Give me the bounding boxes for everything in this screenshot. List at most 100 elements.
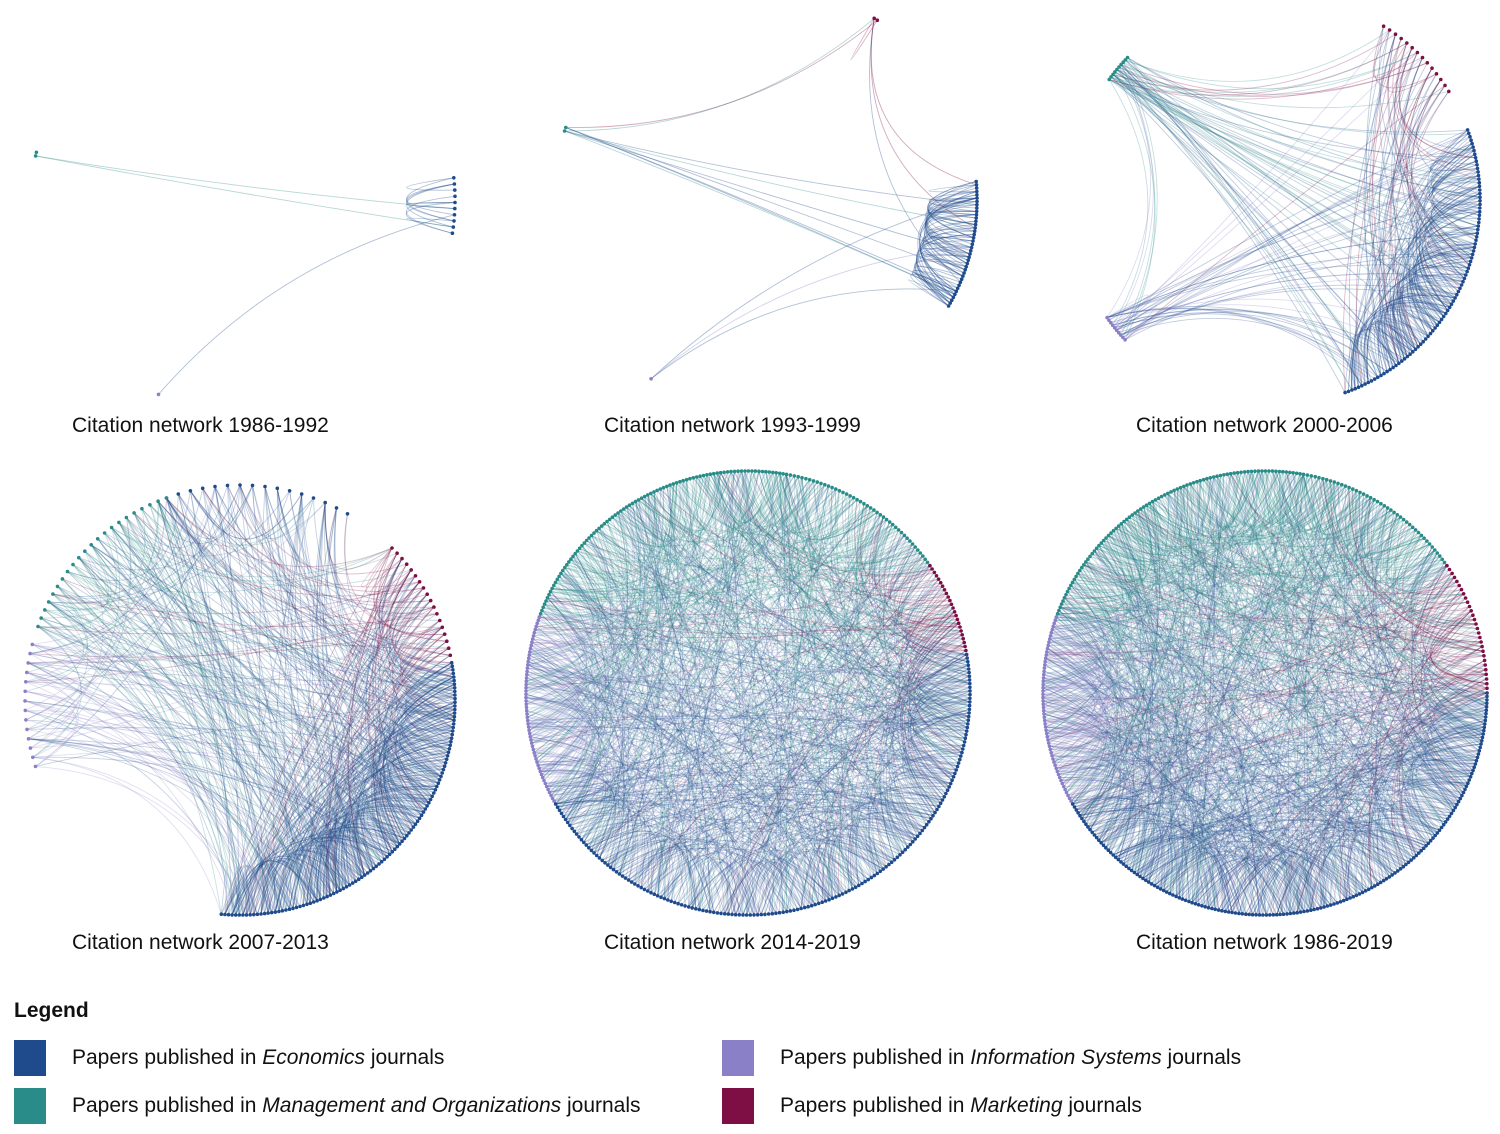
citation-edge bbox=[625, 847, 777, 914]
citation-edge bbox=[294, 493, 328, 897]
paper-node bbox=[652, 490, 656, 494]
citation-edge bbox=[588, 830, 697, 909]
paper-node bbox=[1419, 848, 1423, 853]
paper-node bbox=[413, 822, 418, 826]
citation-edge bbox=[276, 488, 453, 732]
citation-edge bbox=[1410, 552, 1477, 626]
citation-edge bbox=[1158, 484, 1343, 538]
citation-edge bbox=[1045, 470, 1259, 731]
citation-edge bbox=[78, 557, 383, 863]
citation-edge bbox=[239, 484, 443, 774]
citation-edge bbox=[25, 719, 335, 894]
citation-edge bbox=[399, 712, 455, 784]
citation-edge bbox=[1114, 47, 1413, 329]
citation-edge bbox=[1303, 474, 1375, 535]
citation-edge bbox=[855, 723, 968, 886]
citation-edge bbox=[695, 828, 911, 910]
citation-edge bbox=[1403, 57, 1470, 266]
citation-edge bbox=[1158, 490, 1190, 540]
citation-edge bbox=[1122, 62, 1158, 338]
citation-edge bbox=[1350, 503, 1382, 888]
citation-edge bbox=[1301, 860, 1315, 911]
citation-edge bbox=[904, 630, 962, 804]
paper-node bbox=[1136, 509, 1140, 513]
paper-node bbox=[1466, 781, 1470, 785]
citation-edge bbox=[567, 596, 949, 823]
citation-edge bbox=[526, 556, 598, 715]
paper-node bbox=[1484, 711, 1488, 716]
paper-node bbox=[525, 666, 530, 670]
citation-edge bbox=[1096, 547, 1482, 643]
paper-node bbox=[841, 490, 845, 495]
citation-edge bbox=[526, 703, 579, 744]
citation-edge bbox=[928, 212, 977, 219]
citation-edge bbox=[1076, 754, 1478, 811]
citation-edge bbox=[912, 735, 966, 771]
citation-edge bbox=[1271, 470, 1475, 768]
paper-node bbox=[968, 252, 972, 256]
citation-edge bbox=[647, 494, 961, 628]
citation-edge bbox=[1051, 505, 1152, 757]
citation-edge bbox=[1255, 565, 1448, 915]
citation-edge bbox=[555, 761, 957, 805]
citation-edge bbox=[166, 497, 321, 900]
citation-edge bbox=[1043, 703, 1354, 897]
citation-edge bbox=[588, 830, 700, 910]
citation-edge bbox=[620, 510, 961, 760]
citation-edge bbox=[1420, 589, 1473, 774]
citation-edge bbox=[1406, 73, 1458, 295]
citation-edge bbox=[535, 473, 718, 760]
citation-edge bbox=[1057, 613, 1351, 899]
paper-node bbox=[452, 176, 456, 180]
citation-edge bbox=[527, 664, 843, 895]
citation-edge bbox=[1393, 529, 1454, 811]
citation-edge bbox=[28, 738, 350, 886]
paper-node bbox=[28, 651, 32, 656]
citation-edge bbox=[1152, 501, 1201, 904]
citation-edge bbox=[569, 497, 854, 826]
citation-edge bbox=[157, 500, 455, 692]
citation-edge bbox=[565, 521, 626, 820]
paper-node bbox=[878, 869, 883, 874]
paper-node bbox=[1382, 371, 1386, 376]
citation-edge bbox=[1220, 475, 1457, 585]
citation-edge bbox=[381, 558, 455, 685]
citation-edge bbox=[1114, 71, 1480, 216]
citation-edge bbox=[1122, 171, 1479, 338]
citation-edge bbox=[1330, 480, 1478, 629]
citation-edge bbox=[1167, 493, 1373, 888]
citation-edge bbox=[804, 839, 890, 908]
citation-edge bbox=[224, 676, 454, 915]
paper-node bbox=[248, 913, 252, 917]
citation-edge bbox=[540, 474, 711, 772]
citation-edge bbox=[256, 751, 449, 915]
citation-edge bbox=[1151, 847, 1199, 903]
citation-edge bbox=[1053, 501, 1378, 763]
citation-edge bbox=[337, 758, 447, 891]
citation-edge bbox=[637, 603, 952, 887]
citation-edge bbox=[681, 776, 954, 906]
citation-edge bbox=[111, 527, 328, 897]
citation-edge bbox=[1043, 512, 1395, 712]
citation-edge bbox=[876, 774, 954, 863]
paper-node bbox=[1467, 263, 1472, 267]
citation-edge bbox=[1128, 516, 1257, 915]
citation-edge bbox=[556, 579, 816, 905]
citation-edge bbox=[657, 470, 746, 896]
paper-node bbox=[967, 674, 972, 679]
citation-edge bbox=[1124, 253, 1473, 341]
citation-edge bbox=[311, 502, 344, 889]
citation-edge bbox=[126, 504, 163, 555]
citation-edge bbox=[1383, 315, 1419, 353]
citation-edge bbox=[1409, 543, 1487, 715]
citation-edge bbox=[650, 472, 725, 532]
citation-edge bbox=[563, 543, 913, 817]
citation-edge bbox=[922, 242, 972, 271]
citation-edge bbox=[373, 626, 443, 852]
citation-edge bbox=[1393, 678, 1487, 867]
citation-edge bbox=[1240, 472, 1404, 867]
paper-node bbox=[722, 470, 726, 475]
citation-edge bbox=[1045, 492, 1361, 728]
paper-node bbox=[1477, 180, 1482, 185]
citation-edge bbox=[1053, 473, 1301, 627]
